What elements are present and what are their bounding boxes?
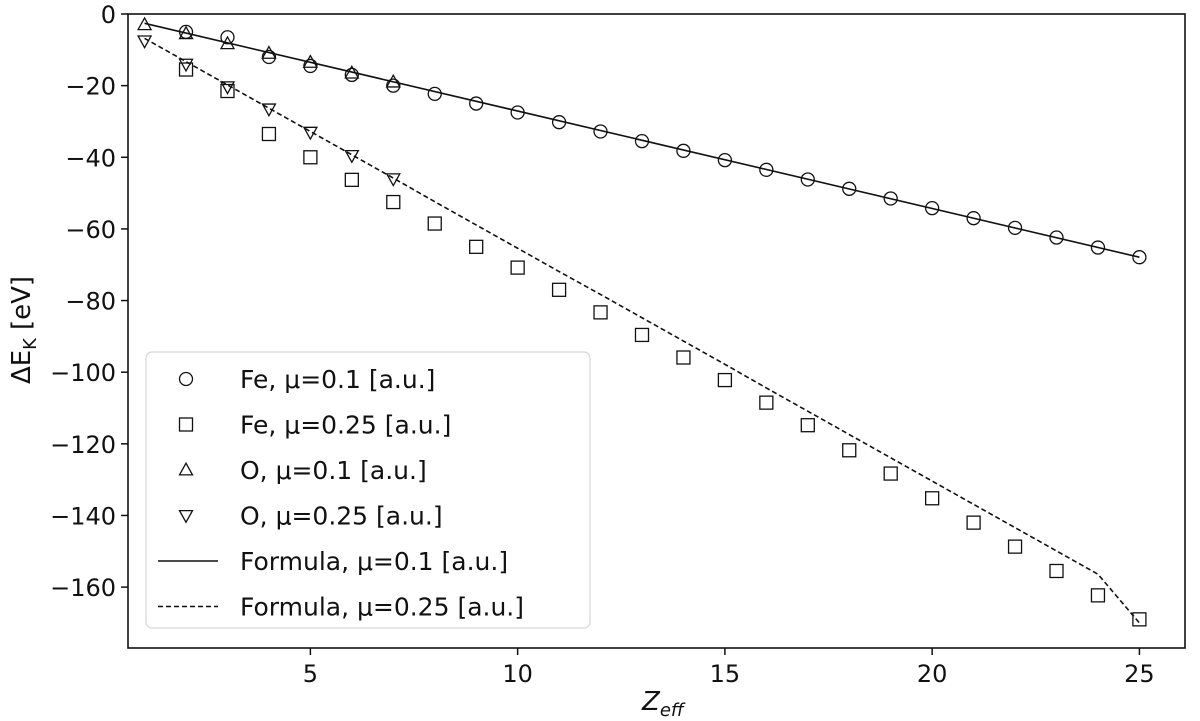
x-axis-label: Zeff xyxy=(641,687,686,721)
data-point-triangle-up xyxy=(136,16,153,31)
data-point-triangle-up xyxy=(219,35,236,50)
legend: Fe, μ=0.1 [a.u.] Fe, μ=0.25 [a.u.] O, μ=0.… xyxy=(145,351,591,629)
data-point-square xyxy=(344,172,359,187)
data-point-square xyxy=(551,282,567,297)
y-axis-label: ΔEK[eV] xyxy=(7,276,41,384)
data-point-circle xyxy=(800,172,815,187)
data-point-circle xyxy=(303,58,318,74)
legend-box xyxy=(145,351,591,629)
series-line-5 xyxy=(144,37,1141,624)
data-point-triangle-up xyxy=(261,45,277,59)
legend-entry-label: Fe, μ=0.25 [a.u.] xyxy=(240,411,451,440)
data-point-square xyxy=(883,466,898,481)
data-point-circle xyxy=(759,162,774,177)
y-tick-label: −20 xyxy=(65,73,116,101)
data-point-circle xyxy=(676,143,691,158)
legend-marker-swatch xyxy=(178,509,194,524)
data-point-square xyxy=(261,126,277,142)
data-point-square xyxy=(427,216,442,231)
data-point-triangle-down xyxy=(385,173,401,187)
y-tick-label: 0 xyxy=(101,1,116,29)
y-tick-label: −160 xyxy=(50,574,116,602)
data-point-circle xyxy=(593,124,608,139)
y-tick-label: −140 xyxy=(50,502,116,530)
series-line-4 xyxy=(144,22,1140,258)
data-point-square xyxy=(178,62,194,77)
plot-frame xyxy=(127,13,1186,649)
data-point-square xyxy=(676,350,691,365)
y-tick-label: −60 xyxy=(65,216,116,244)
data-point-square xyxy=(510,260,525,275)
data-point-square xyxy=(303,150,318,165)
x-tick-label: 25 xyxy=(1124,660,1155,688)
data-point-circle xyxy=(1007,220,1023,235)
data-point-square xyxy=(1049,563,1064,579)
y-tick-label: −100 xyxy=(50,359,116,387)
series-markers-layer xyxy=(136,16,1147,627)
x-tick-label: 15 xyxy=(710,660,741,688)
data-point-square xyxy=(1090,588,1106,603)
data-point-circle xyxy=(1090,240,1106,255)
data-point-square xyxy=(717,372,733,388)
data-point-circle xyxy=(634,134,650,149)
data-point-circle xyxy=(842,181,857,196)
data-point-square xyxy=(1007,539,1023,554)
legend-entry-label: Formula, μ=0.1 [a.u.] xyxy=(240,547,508,576)
legend-marker-swatch xyxy=(178,461,194,476)
y-tick-label: −80 xyxy=(65,288,116,316)
legend-marker-swatch xyxy=(178,371,194,387)
data-point-square xyxy=(469,239,484,254)
data-point-square xyxy=(1132,612,1147,627)
y-tick-label: −40 xyxy=(65,144,116,172)
x-tick-label: 10 xyxy=(502,660,533,688)
data-point-triangle-down xyxy=(136,35,153,50)
axes-layer: 5 10 15 20 25 0 −20 −40 −60 −80 −100 −120 −140 −160 xyxy=(50,1,1186,688)
series-lines-layer xyxy=(144,22,1141,624)
data-point-triangle-down xyxy=(178,58,194,73)
data-point-triangle-down xyxy=(261,103,277,118)
data-point-square xyxy=(593,305,608,320)
data-point-circle xyxy=(427,86,442,102)
data-point-triangle-up xyxy=(344,64,360,79)
data-point-square xyxy=(386,194,401,210)
x-tick-label: 20 xyxy=(917,660,948,688)
data-point-square xyxy=(759,395,774,410)
data-point-circle xyxy=(966,211,981,226)
data-point-circle xyxy=(510,105,525,120)
data-point-triangle-up xyxy=(178,25,194,40)
data-point-square xyxy=(800,418,815,433)
data-point-triangle-down xyxy=(302,126,318,141)
legend-entry-label: Fe, μ=0.1 [a.u.] xyxy=(240,365,435,394)
data-point-square xyxy=(220,83,235,99)
data-point-circle xyxy=(469,96,484,111)
legend-entry-label: O, μ=0.25 [a.u.] xyxy=(240,502,443,531)
data-point-square xyxy=(634,327,650,343)
data-point-circle xyxy=(344,67,359,83)
data-point-triangle-up xyxy=(385,73,401,88)
data-point-circle xyxy=(1132,250,1147,265)
data-point-triangle-up xyxy=(302,54,318,68)
data-point-circle xyxy=(883,191,898,206)
legend-entry-label: O, μ=0.1 [a.u.] xyxy=(240,456,427,485)
data-point-circle xyxy=(924,200,940,216)
data-point-circle xyxy=(220,30,235,45)
x-tick-label: 5 xyxy=(303,660,318,688)
data-point-circle xyxy=(551,115,567,130)
data-point-square xyxy=(924,491,940,506)
data-point-triangle-down xyxy=(344,149,360,164)
data-point-circle xyxy=(717,152,733,168)
data-point-square xyxy=(966,515,981,530)
data-point-circle xyxy=(1049,230,1064,245)
legend-entry-label: Formula, μ=0.25 [a.u.] xyxy=(240,593,524,622)
data-point-triangle-down xyxy=(219,81,236,95)
legend-marker-swatch xyxy=(178,417,194,432)
y-tick-label: −120 xyxy=(50,431,116,459)
data-point-square xyxy=(842,443,857,458)
